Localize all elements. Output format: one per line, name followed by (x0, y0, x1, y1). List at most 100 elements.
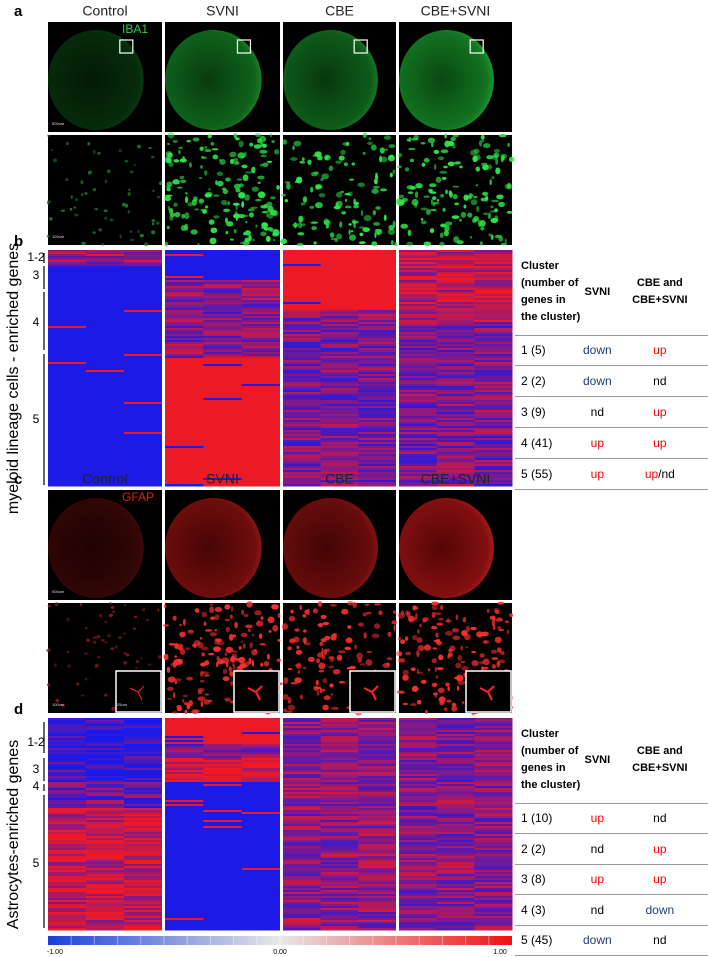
cell-signal (128, 189, 130, 191)
cell-signal (229, 634, 234, 641)
cell-signal (210, 603, 214, 606)
cell-signal (432, 683, 438, 687)
y-axis-label: Astrocytes-enriched genes (5, 740, 22, 929)
cell-signal (81, 242, 85, 245)
cell-signal (318, 601, 322, 607)
cell-signal (225, 177, 231, 181)
cell-signal (457, 686, 459, 691)
cell-signal (93, 188, 96, 191)
cell-signal (81, 694, 85, 696)
cell-signal (296, 650, 302, 655)
cluster-table: Cluster (number of genes in the cluster)… (515, 250, 708, 490)
cell-signal (167, 152, 172, 157)
cell-signal (173, 692, 175, 698)
cell-signal (366, 612, 371, 614)
cell-signal (93, 636, 97, 639)
cell-signal (436, 639, 440, 643)
cell-signal (267, 654, 270, 660)
cell-text: up (591, 811, 604, 825)
table-header: CBE and CBE+SVNI (612, 718, 708, 803)
cell-signal (249, 212, 254, 217)
cell-signal (426, 209, 430, 215)
cell-signal (310, 221, 318, 224)
cell-text: 3 (8) (521, 872, 546, 886)
cell-signal (198, 690, 202, 694)
cell-signal (234, 161, 240, 165)
cell-signal (164, 196, 171, 201)
cell-signal (229, 152, 236, 158)
cell-signal (164, 654, 169, 660)
panel-letter: c (14, 471, 22, 488)
cell-signal (337, 655, 343, 661)
cell-signal (225, 652, 227, 656)
cell-signal (241, 657, 244, 660)
cell-signal (405, 652, 411, 656)
cell-signal (178, 147, 182, 149)
cell-signal (209, 606, 214, 613)
cell-signal (186, 140, 190, 142)
cell-signal (479, 661, 484, 664)
cell-signal (288, 704, 295, 710)
cell-signal (329, 683, 333, 687)
cell-signal (259, 633, 262, 639)
cell-signal (454, 677, 461, 680)
cell-signal (76, 683, 79, 686)
cell-text: 5 (55) (521, 467, 552, 481)
cell-signal (173, 159, 179, 162)
cell-signal (231, 606, 233, 612)
cell-signal (293, 637, 300, 643)
cell-signal (387, 657, 393, 661)
cell-signal (178, 150, 180, 154)
cell-signal (450, 143, 455, 146)
cell-signal (432, 612, 436, 619)
cell-signal (241, 641, 244, 643)
cell-signal (486, 155, 493, 159)
cell-signal (374, 623, 380, 629)
cell-text: up (653, 405, 666, 419)
cell-signal (335, 160, 341, 163)
cell-signal (158, 655, 161, 659)
cell-signal (226, 661, 229, 668)
cell-signal (442, 208, 445, 212)
colorbar-label: -1.00 (47, 949, 63, 956)
cell-signal (286, 183, 291, 190)
cell-signal (213, 215, 219, 218)
cell-signal (339, 681, 346, 684)
cell-signal (291, 682, 298, 684)
cell-signal (497, 602, 504, 605)
cell-signal (266, 202, 272, 207)
cell-signal (508, 143, 510, 147)
table-cell: up (612, 335, 708, 366)
cell-signal (357, 658, 362, 663)
cell-signal (210, 238, 217, 245)
cell-signal (175, 681, 178, 684)
cell-signal (470, 627, 477, 630)
cell-signal (152, 222, 154, 225)
cell-signal (283, 139, 287, 144)
cell-signal (436, 675, 438, 679)
cell-signal (380, 147, 385, 153)
cell-signal (238, 141, 243, 148)
table-cell: down (583, 925, 612, 956)
cell-signal (421, 218, 423, 221)
heatmap-cell (283, 928, 321, 931)
cell-signal (473, 216, 479, 222)
heatmap-cell (124, 484, 163, 487)
cell-signal (84, 652, 88, 654)
cell-signal (263, 222, 266, 227)
cell-signal (134, 164, 136, 166)
cell-signal (471, 199, 478, 205)
cluster-table: Cluster (number of genes in the cluster)… (515, 718, 708, 956)
cell-signal (180, 180, 186, 183)
cell-signal (164, 604, 167, 609)
cell-signal (167, 698, 171, 700)
cell-signal (384, 149, 388, 151)
cell-signal (497, 647, 502, 652)
cell-signal (440, 194, 444, 198)
cell-signal (483, 143, 491, 148)
cell-signal (102, 243, 104, 246)
cell-signal (482, 192, 488, 196)
cell-signal (270, 133, 273, 137)
table-cell: up (612, 397, 708, 428)
